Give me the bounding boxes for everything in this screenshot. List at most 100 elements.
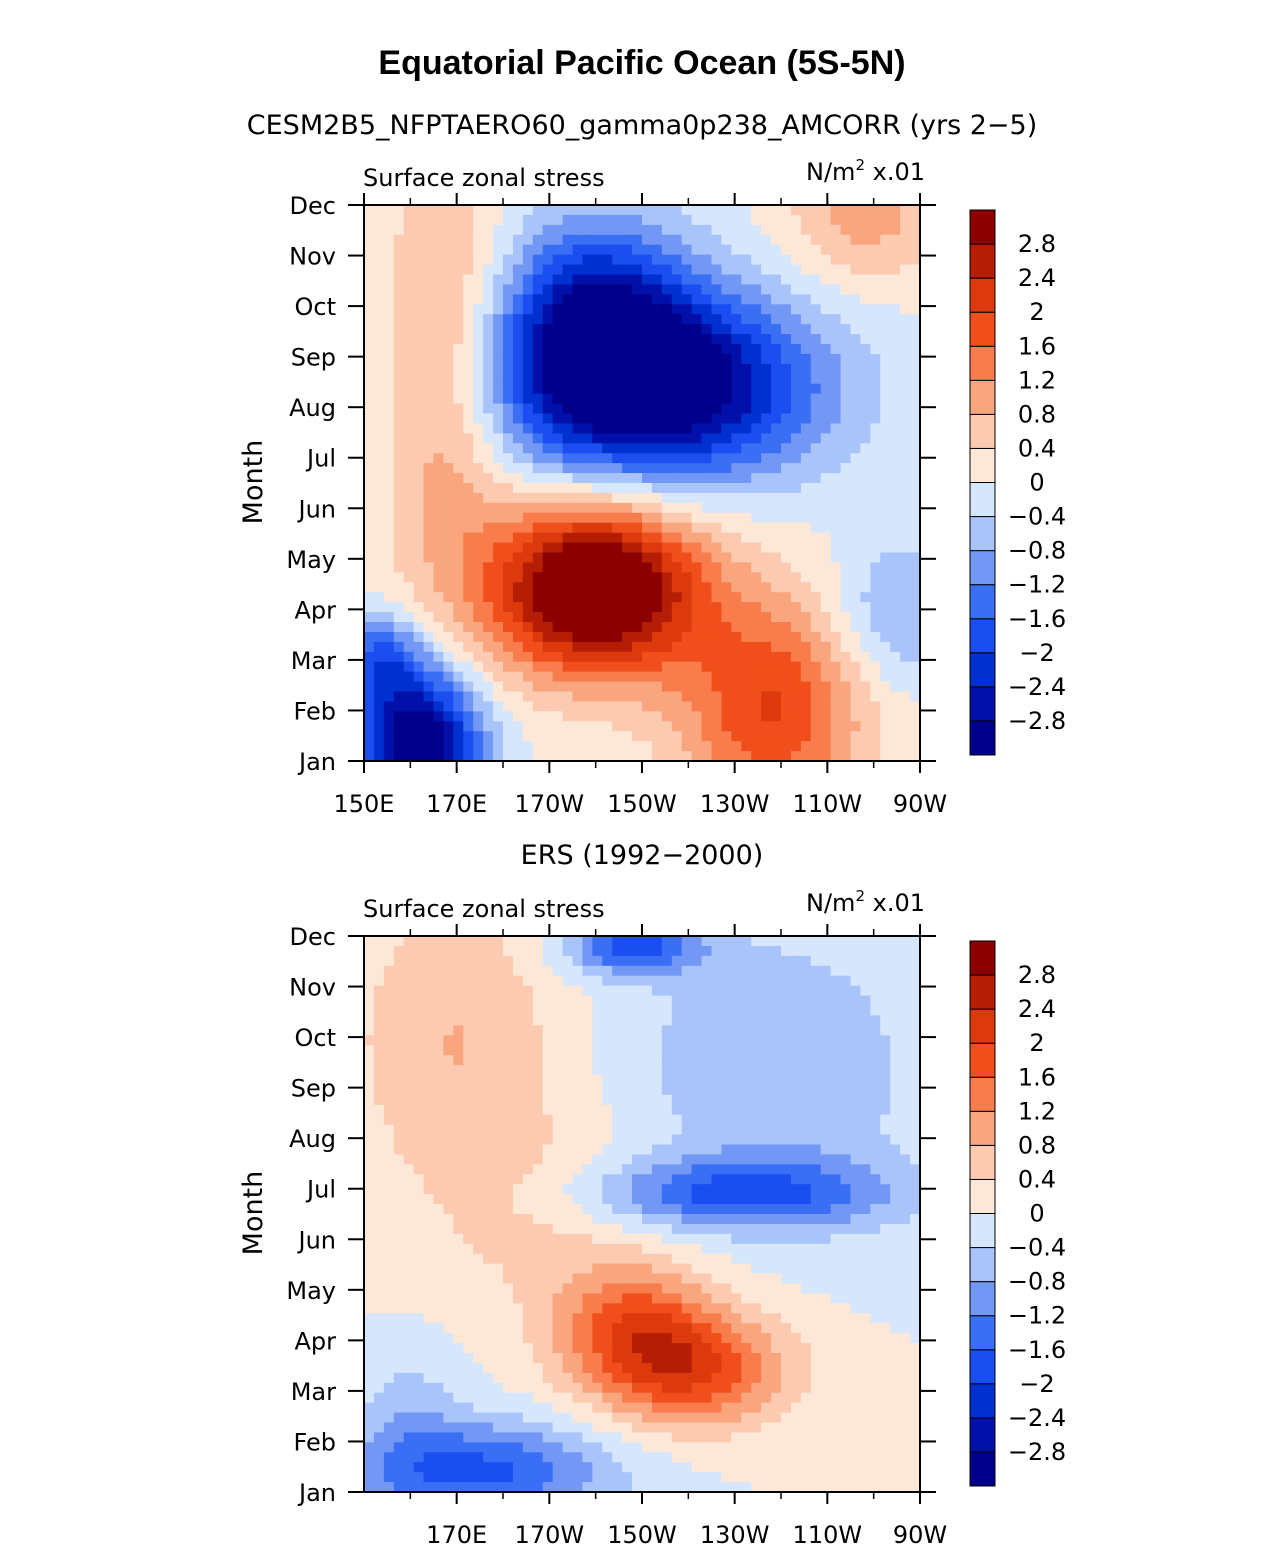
contour-cell: [781, 741, 792, 752]
contour-cell: [453, 681, 464, 693]
contour-cell: [443, 483, 454, 494]
contour-cell: [900, 433, 911, 444]
contour-cell: [562, 344, 574, 355]
contour-cell: [651, 612, 663, 623]
contour-cell: [393, 353, 405, 365]
contour-cell: [552, 1194, 564, 1205]
contour-cell: [542, 234, 554, 246]
contour-cell: [503, 701, 514, 712]
contour-cell: [632, 602, 643, 613]
contour-cell: [632, 1045, 643, 1056]
contour-cell: [503, 1353, 514, 1364]
contour-cell: [632, 1075, 643, 1086]
contour-cell: [880, 403, 891, 415]
contour-cell: [870, 512, 881, 524]
contour-cell: [433, 413, 445, 425]
contour-cell: [562, 1174, 574, 1185]
contour-cell: [453, 473, 464, 484]
contour-cell: [443, 955, 454, 967]
contour-cell: [522, 1343, 534, 1354]
contour-cell: [483, 1263, 494, 1275]
contour-cell: [443, 592, 454, 603]
contour-cell: [661, 542, 673, 554]
contour-cell: [433, 1333, 445, 1344]
contour-cell: [850, 552, 862, 564]
contour-cell: [383, 1124, 395, 1136]
contour-cell: [364, 631, 375, 643]
contour-cell: [453, 373, 464, 385]
contour-cell: [850, 641, 862, 653]
contour-cell: [701, 254, 713, 266]
contour-cell: [512, 1462, 524, 1473]
contour-cell: [661, 1065, 673, 1076]
contour-cell: [661, 1442, 673, 1453]
contour-cell: [642, 936, 653, 947]
contour-cell: [771, 522, 782, 534]
contour-cell: [522, 741, 534, 752]
contour-cell: [463, 1422, 474, 1434]
contour-cell: [642, 1253, 653, 1265]
contour-cell: [612, 1144, 623, 1156]
contour-cell: [443, 1412, 454, 1424]
contour-cell: [910, 244, 921, 256]
contour-cell: [592, 224, 603, 236]
contour-cell: [810, 602, 822, 613]
contour-cell: [383, 1353, 395, 1364]
contour-cell: [761, 304, 772, 315]
contour-cell: [671, 751, 683, 762]
contour-cell: [810, 344, 822, 355]
contour-cell: [403, 453, 415, 464]
contour-cell: [572, 1362, 584, 1374]
contour-cell: [562, 936, 574, 947]
contour-cell: [860, 314, 871, 325]
contour-cell: [443, 1382, 454, 1394]
contour-cell: [552, 403, 564, 415]
contour-cell: [453, 463, 464, 474]
contour-cell: [701, 671, 713, 683]
contour-cell: [741, 413, 752, 425]
contour-cell: [612, 473, 623, 484]
contour-cell: [503, 244, 514, 256]
contour-cell: [741, 344, 752, 355]
contour-cell: [503, 552, 514, 564]
contour-cell: [632, 661, 643, 673]
contour-cell: [453, 572, 464, 583]
contour-cell: [691, 661, 703, 673]
contour-cell: [622, 473, 633, 484]
contour-cell: [900, 651, 911, 663]
contour-cell: [612, 945, 623, 957]
contour-cell: [532, 612, 544, 623]
contour-cell: [453, 1025, 464, 1036]
contour-cell: [582, 1174, 593, 1185]
contour-cell: [612, 1353, 623, 1364]
contour-cell: [651, 701, 663, 712]
contour-cell: [602, 512, 613, 524]
contour-cell: [453, 453, 464, 464]
contour-cell: [483, 1233, 494, 1245]
contour-cell: [800, 651, 812, 663]
contour-cell: [622, 1055, 633, 1066]
contour-cell: [383, 1462, 395, 1473]
contour-cell: [512, 985, 524, 997]
contour-cell: [413, 403, 425, 415]
contour-cell: [602, 1372, 613, 1384]
contour-cell: [413, 1194, 425, 1205]
contour-cell: [850, 224, 862, 236]
contour-cell: [632, 681, 643, 693]
contour-cell: [721, 612, 732, 623]
contour-cell: [443, 1075, 454, 1086]
contour-cell: [890, 751, 901, 762]
contour-cell: [373, 244, 385, 256]
contour-cell: [651, 264, 663, 276]
contour-cell: [840, 205, 852, 216]
contour-cell: [572, 1412, 584, 1424]
contour-cell: [612, 936, 623, 947]
contour-cell: [552, 1065, 564, 1076]
contour-cell: [493, 936, 504, 947]
contour-cell: [423, 1214, 435, 1225]
contour-cell: [820, 612, 832, 623]
contour-cell: [393, 622, 405, 633]
contour-cell: [681, 592, 693, 603]
contour-cell: [364, 1233, 375, 1245]
contour-cell: [592, 383, 603, 395]
